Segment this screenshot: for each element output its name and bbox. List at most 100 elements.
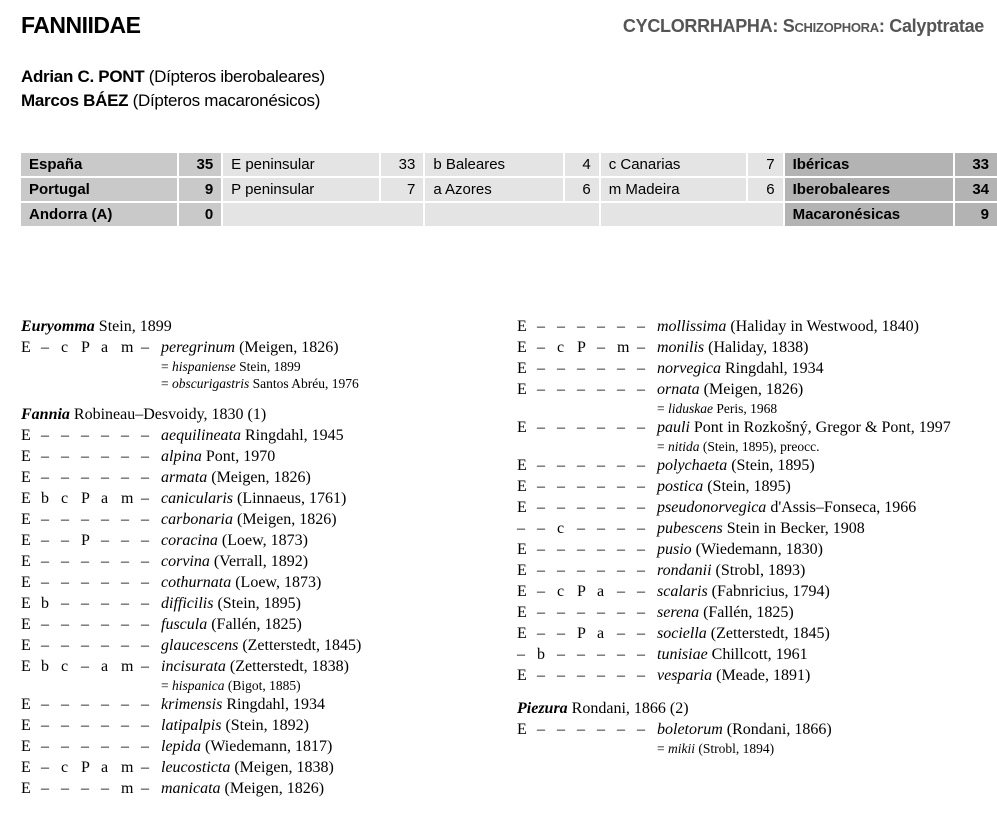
species-name: difficilis	[161, 595, 214, 612]
distribution-code: –	[577, 381, 585, 398]
distribution-code: –	[617, 360, 625, 377]
species-row: E – – – – – – glaucescens (Zetterstedt, 1845)	[21, 635, 491, 656]
distribution-code: a	[101, 658, 109, 675]
distribution-code: –	[577, 499, 585, 516]
distribution-code: –	[557, 667, 565, 684]
distribution-code: –	[81, 469, 89, 486]
distribution-code: –	[597, 419, 605, 436]
distribution-code: –	[637, 583, 645, 600]
distribution-code: –	[121, 448, 129, 465]
species-name: pseudonorvegica	[657, 499, 767, 516]
species-text: armata (Meigen, 1826)	[161, 467, 491, 488]
synonym-name: hispaniense	[172, 359, 236, 374]
species-name: tunisiae	[657, 646, 708, 663]
distribution-code: –	[61, 469, 69, 486]
distribution-code: –	[41, 427, 49, 444]
species-row: E – – – – m – manicata (Meigen, 1826)	[21, 778, 491, 799]
species-text: alpina Pont, 1970	[161, 446, 491, 467]
species-name: corvina	[161, 553, 210, 570]
synonym-prefix: =	[161, 359, 172, 374]
genus-name: Euryomma	[21, 318, 95, 335]
distribution-code: –	[61, 595, 69, 612]
genus-name: Piezura	[517, 700, 568, 717]
distribution-code: –	[41, 511, 49, 528]
synonym-name: hispanica	[172, 678, 225, 693]
distribution-code: –	[537, 457, 545, 474]
distribution-code: –	[577, 646, 585, 663]
species-row: E – – – – – – pusio (Wiedemann, 1830)	[517, 539, 957, 560]
distribution-code: E	[517, 604, 527, 621]
species-row: E – – – – – – latipalpis (Stein, 1892)	[21, 715, 491, 736]
distribution-code: –	[597, 360, 605, 377]
species-row: E – – – – – – rondanii (Strobl, 1893)	[517, 560, 957, 581]
synonym-author: (Bigot, 1885)	[224, 678, 301, 693]
distribution-code: –	[101, 738, 109, 755]
distribution-code: –	[61, 511, 69, 528]
species-count-table: España 35 E peninsular 33 b Baleares 4 c Canar…	[19, 151, 997, 228]
distribution-code: E	[517, 339, 527, 356]
distribution-code: –	[141, 532, 149, 549]
species-author: (Zetterstedt, 1845)	[706, 625, 830, 642]
synonym-name: liduskae	[668, 401, 713, 416]
distribution-code: –	[81, 616, 89, 633]
species-row: E – – – – – – armata (Meigen, 1826)	[21, 467, 491, 488]
distribution-code: –	[101, 469, 109, 486]
distribution-code: E	[21, 469, 31, 486]
stat-value: 6	[748, 178, 783, 201]
stat-label: m Madeira	[600, 178, 747, 201]
distribution-code: –	[637, 721, 645, 738]
species-text: boletorum (Rondani, 1866)	[657, 719, 957, 740]
distribution-code: –	[41, 759, 49, 776]
species-name: glaucescens	[161, 637, 239, 654]
distribution-codes: E – – – – – –	[21, 715, 161, 736]
synonym-prefix: =	[161, 376, 172, 391]
distribution-codes: E – – – – – –	[517, 379, 657, 400]
synonym: = nitida (Stein, 1895), preocc.	[517, 438, 957, 455]
distribution-codes: E – – – – – –	[517, 602, 657, 623]
distribution-code: –	[577, 562, 585, 579]
distribution-code: –	[597, 667, 605, 684]
distribution-code: E	[517, 625, 527, 642]
distribution-code: –	[617, 646, 625, 663]
species-text: glaucescens (Zetterstedt, 1845)	[161, 635, 491, 656]
stat-value: 6	[564, 178, 599, 201]
species-text: mollissima (Haliday in Westwood, 1840)	[657, 316, 957, 337]
species-row: E – – – – – – serena (Fallén, 1825)	[517, 602, 957, 623]
distribution-code: E	[21, 532, 31, 549]
genus-heading: Euryomma Stein, 1899	[21, 316, 491, 337]
synonym: = mikii (Strobl, 1894)	[517, 740, 957, 757]
distribution-code: E	[21, 738, 31, 755]
distribution-code: –	[557, 360, 565, 377]
distribution-code: –	[637, 457, 645, 474]
distribution-code: –	[577, 478, 585, 495]
distribution-code: –	[41, 738, 49, 755]
distribution-code: –	[121, 574, 129, 591]
species-text: coracina (Loew, 1873)	[161, 530, 491, 551]
distribution-code: –	[597, 381, 605, 398]
distribution-code: –	[597, 318, 605, 335]
species-name: krimensis	[161, 696, 223, 713]
distribution-code: –	[537, 478, 545, 495]
synonym-author: Stein, 1899	[235, 359, 301, 374]
distribution-code: –	[517, 646, 525, 663]
species-text: krimensis Ringdahl, 1934	[161, 694, 491, 715]
distribution-code: –	[141, 759, 149, 776]
distribution-code: –	[537, 339, 545, 356]
species-author: (Wiedemann, 1830)	[691, 541, 823, 558]
empty-cell	[600, 203, 783, 226]
distribution-code: –	[537, 381, 545, 398]
distribution-code: –	[637, 318, 645, 335]
distribution-code: –	[537, 360, 545, 377]
distribution-code: E	[517, 583, 527, 600]
distribution-code: –	[41, 532, 49, 549]
distribution-code: –	[517, 520, 525, 537]
stat-value: 9	[178, 178, 222, 201]
distribution-code: –	[597, 541, 605, 558]
distribution-code: –	[141, 469, 149, 486]
species-author: Chillcott, 1961	[707, 646, 808, 663]
species-row: E – – – – – – polychaeta (Stein, 1895)	[517, 455, 957, 476]
distribution-code: –	[141, 553, 149, 570]
